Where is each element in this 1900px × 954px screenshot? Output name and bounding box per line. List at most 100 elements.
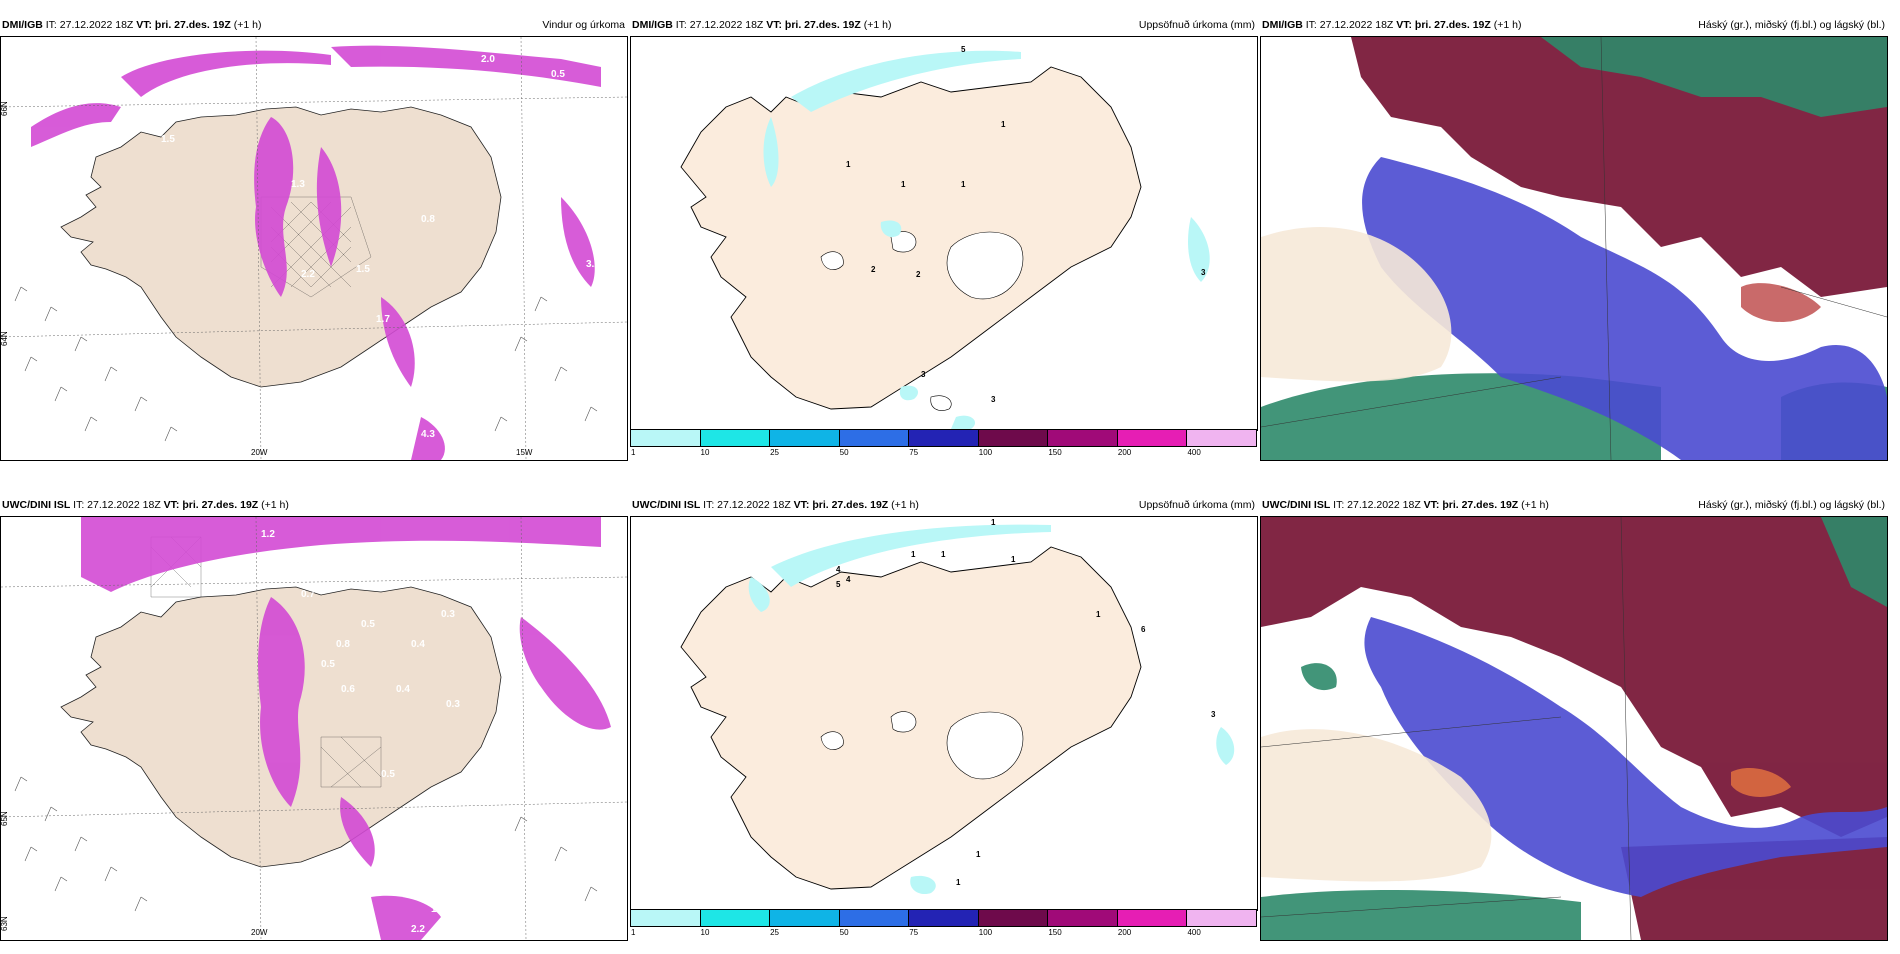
map-wind-precip[interactable]: 1.2 0.4 0.7 0.3 0.5 0.4 0.8 0.5 0.6 0.4 0.3 2.6 0.7 0… [0, 516, 628, 941]
value-label: 3 [1211, 710, 1216, 719]
colorbar-tick-label: 75 [909, 448, 919, 457]
value-label: 2.1 [506, 124, 520, 135]
panel-header: UWC/DINI ISL IT: 27.12.2022 18Z VT: þri.… [2, 499, 289, 511]
value-label: 0.3 [441, 609, 455, 620]
colorbar-swatch [1047, 429, 1118, 447]
value-label: 5 [961, 45, 966, 54]
cloud-mid [1364, 617, 1887, 897]
value-label: 0.5 [561, 124, 575, 135]
value-label: 1.2 [261, 529, 275, 540]
value-label: 2.4 [391, 404, 405, 415]
colorbar-tick-label: 50 [839, 928, 849, 937]
colorbar-tick-label: 400 [1187, 448, 1201, 457]
value-label: 6 [1141, 625, 1146, 634]
graticule [1, 517, 627, 940]
value-label: 1 [1001, 120, 1006, 129]
value-label: 3 [1201, 268, 1206, 277]
value-label: 1 [911, 550, 916, 559]
value-label: 5 [836, 580, 841, 589]
colorbar-swatch [769, 909, 840, 927]
colorbar-swatch [630, 429, 701, 447]
colorbar-tick-label: 100 [978, 928, 993, 937]
value-label: 0.3 [446, 699, 460, 710]
value-label: 4.3 [421, 429, 435, 440]
colorbar-swatch [908, 909, 979, 927]
map-clouds[interactable] [1260, 516, 1888, 941]
panel-title: Háský (gr.), miðský (fj.bl.) og lágský (… [1698, 499, 1885, 511]
value-label: 0.5 [381, 769, 395, 780]
value-label: 2.2 [411, 924, 425, 935]
panel-wind-precip-uwc: UWC/DINI ISL IT: 27.12.2022 18Z VT: þri.… [0, 494, 628, 954]
panel-wind-precip-dmi: DMI/IGB IT: 27.12.2022 18Z VT: þri. 27.d… [0, 14, 628, 474]
panel-header: DMI/IGB IT: 27.12.2022 18Z VT: þri. 27.d… [0, 14, 628, 36]
lon-label-20w: 20W [251, 448, 268, 457]
panel-header: UWC/DINI ISL IT: 27.12.2022 18Z VT: þri.… [630, 494, 1258, 516]
cloud-mid [1362, 157, 1887, 460]
colorbar-tick-label: 50 [839, 448, 849, 457]
colorbar-swatch [838, 429, 910, 447]
value-label: 1 [1096, 610, 1101, 619]
value-label: 1 [846, 160, 851, 169]
value-label: 0.5 [361, 619, 375, 630]
colorbar-swatch [1116, 429, 1188, 447]
colorbar: 1 10 25 50 75 100 150 200 400 [630, 429, 1257, 459]
colorbar-swatch [1186, 909, 1257, 927]
panel-title: Uppsöfnuð úrkoma (mm) [1138, 19, 1255, 31]
lat-label-64: 64N [1, 331, 9, 346]
value-label: 0.6 [451, 94, 465, 105]
map-clouds[interactable] [1260, 36, 1888, 461]
value-label: 1 [956, 878, 961, 887]
value-label: 2 [916, 270, 921, 279]
value-label: 0.4 [396, 684, 410, 695]
accum-cyan-areas [763, 50, 1210, 429]
colorbar-tick-label: 75 [909, 928, 919, 937]
lat-label-63: 63N [1, 916, 9, 931]
value-label: 4 [846, 575, 851, 584]
colorbar-tick-label: 150 [1048, 928, 1062, 937]
value-label: 2.2 [301, 269, 315, 280]
panel-accum-precip-dmi: DMI/IGB IT: 27.12.2022 18Z VT: þri. 27.d… [630, 14, 1258, 474]
cloud-low-green [1261, 517, 1887, 940]
colorbar-tick-label: 200 [1117, 448, 1132, 457]
lat-label-65: 65N [1, 811, 9, 826]
colorbar: 1 10 25 50 75 100 150 200 400 [630, 909, 1257, 939]
value-label: 3.2 [586, 259, 600, 270]
panel-accum-precip-uwc: UWC/DINI ISL IT: 27.12.2022 18Z VT: þri.… [630, 494, 1258, 954]
value-label: 2.4 [456, 449, 470, 460]
accum-cyan-areas [748, 524, 1235, 895]
cloud-land [1261, 729, 1492, 882]
colorbar-swatch [908, 429, 979, 447]
value-label: 1 [941, 550, 946, 559]
value-label: 1.6 [431, 904, 445, 915]
panel-clouds-uwc: UWC/DINI ISL IT: 27.12.2022 18Z VT: þri.… [1260, 494, 1888, 954]
value-label: 0.6 [556, 84, 570, 95]
value-label: 0.8 [336, 639, 350, 650]
colorbar-tick-label: 1 [631, 928, 636, 937]
precip-magenta-areas [31, 45, 601, 460]
graticule [1, 37, 627, 460]
colorbar-swatch [1047, 909, 1118, 927]
map-accum-precip[interactable]: 5 1 1 1 2 3 3 2 3 1 [630, 36, 1258, 431]
value-label: 3.3 [281, 74, 295, 85]
value-label: 2.6 [591, 739, 605, 750]
panel-header: DMI/IGB IT: 27.12.2022 18Z VT: þri. 27.d… [630, 14, 1258, 36]
panel-title: Vindur og úrkoma [542, 19, 625, 31]
value-label: 2.0 [481, 54, 495, 65]
value-label: 3 [921, 370, 926, 379]
colorbar-swatch [977, 909, 1049, 927]
colorbar-tick-label: 400 [1187, 928, 1201, 937]
value-label: 1.5 [161, 134, 175, 145]
map-wind-precip[interactable]: 2.0 0.5 0.6 2.1 0.5 3.3 1.5 1.3 0.8 2.2 1.5 1.7 0.6 2… [0, 36, 628, 461]
value-label: 0.7 [301, 589, 315, 600]
value-label: 1.5 [356, 264, 370, 275]
value-label: 1 [991, 518, 996, 527]
colorbar-swatch [977, 429, 1049, 447]
value-label: 1 [901, 180, 906, 189]
colorbar-tick-label: 25 [770, 928, 780, 937]
colorbar-swatch [630, 909, 701, 927]
value-label: 0.4 [411, 639, 425, 650]
colorbar-swatch [699, 429, 771, 447]
value-label: 0.3 [386, 879, 400, 890]
colorbar-tick-label: 200 [1117, 928, 1132, 937]
